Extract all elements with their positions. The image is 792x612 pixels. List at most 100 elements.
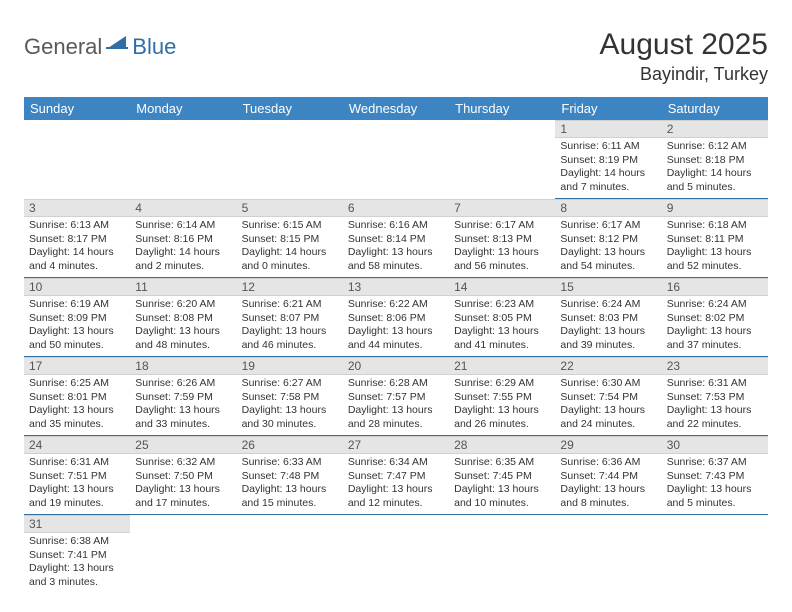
- day-number: 2: [662, 120, 768, 138]
- calendar-cell: [237, 515, 343, 594]
- logo-text-blue: Blue: [132, 34, 176, 60]
- day-number: 19: [237, 357, 343, 375]
- day-details: Sunrise: 6:30 AMSunset: 7:54 PMDaylight:…: [555, 375, 661, 432]
- day-details: Sunrise: 6:28 AMSunset: 7:57 PMDaylight:…: [343, 375, 449, 432]
- calendar-cell: [449, 515, 555, 594]
- weekday-header: Monday: [130, 97, 236, 120]
- day-details: Sunrise: 6:20 AMSunset: 8:08 PMDaylight:…: [130, 296, 236, 353]
- day-number: 15: [555, 278, 661, 296]
- weekday-header: Saturday: [662, 97, 768, 120]
- calendar-cell: 20Sunrise: 6:28 AMSunset: 7:57 PMDayligh…: [343, 357, 449, 436]
- calendar-cell: 24Sunrise: 6:31 AMSunset: 7:51 PMDayligh…: [24, 436, 130, 515]
- month-title: August 2025: [600, 28, 768, 62]
- calendar-cell: [555, 515, 661, 594]
- day-details: Sunrise: 6:17 AMSunset: 8:12 PMDaylight:…: [555, 217, 661, 274]
- calendar-week-row: 3Sunrise: 6:13 AMSunset: 8:17 PMDaylight…: [24, 199, 768, 278]
- day-details: Sunrise: 6:15 AMSunset: 8:15 PMDaylight:…: [237, 217, 343, 274]
- calendar-cell: 4Sunrise: 6:14 AMSunset: 8:16 PMDaylight…: [130, 199, 236, 278]
- calendar-cell: 29Sunrise: 6:36 AMSunset: 7:44 PMDayligh…: [555, 436, 661, 515]
- header: General Blue August 2025 Bayindir, Turke…: [24, 28, 768, 85]
- day-details: Sunrise: 6:32 AMSunset: 7:50 PMDaylight:…: [130, 454, 236, 511]
- calendar-cell: 19Sunrise: 6:27 AMSunset: 7:58 PMDayligh…: [237, 357, 343, 436]
- calendar-cell: [130, 120, 236, 199]
- calendar-cell: 10Sunrise: 6:19 AMSunset: 8:09 PMDayligh…: [24, 278, 130, 357]
- day-number: 9: [662, 199, 768, 217]
- day-number: 13: [343, 278, 449, 296]
- calendar-cell: 7Sunrise: 6:17 AMSunset: 8:13 PMDaylight…: [449, 199, 555, 278]
- day-number: 16: [662, 278, 768, 296]
- day-details: Sunrise: 6:31 AMSunset: 7:51 PMDaylight:…: [24, 454, 130, 511]
- day-details: Sunrise: 6:13 AMSunset: 8:17 PMDaylight:…: [24, 217, 130, 274]
- day-number: 23: [662, 357, 768, 375]
- day-number: 28: [449, 436, 555, 454]
- day-number: 7: [449, 199, 555, 217]
- title-block: August 2025 Bayindir, Turkey: [600, 28, 768, 85]
- weekday-header: Tuesday: [237, 97, 343, 120]
- calendar-cell: 12Sunrise: 6:21 AMSunset: 8:07 PMDayligh…: [237, 278, 343, 357]
- calendar-cell: 5Sunrise: 6:15 AMSunset: 8:15 PMDaylight…: [237, 199, 343, 278]
- calendar-cell: 22Sunrise: 6:30 AMSunset: 7:54 PMDayligh…: [555, 357, 661, 436]
- calendar-cell: 31Sunrise: 6:38 AMSunset: 7:41 PMDayligh…: [24, 515, 130, 594]
- calendar-cell: 18Sunrise: 6:26 AMSunset: 7:59 PMDayligh…: [130, 357, 236, 436]
- calendar-cell: 21Sunrise: 6:29 AMSunset: 7:55 PMDayligh…: [449, 357, 555, 436]
- calendar-week-row: 24Sunrise: 6:31 AMSunset: 7:51 PMDayligh…: [24, 436, 768, 515]
- day-number: 1: [555, 120, 661, 138]
- day-details: Sunrise: 6:18 AMSunset: 8:11 PMDaylight:…: [662, 217, 768, 274]
- calendar-cell: 26Sunrise: 6:33 AMSunset: 7:48 PMDayligh…: [237, 436, 343, 515]
- day-details: Sunrise: 6:11 AMSunset: 8:19 PMDaylight:…: [555, 138, 661, 195]
- day-number: 6: [343, 199, 449, 217]
- calendar-week-row: 31Sunrise: 6:38 AMSunset: 7:41 PMDayligh…: [24, 515, 768, 594]
- weekday-header: Wednesday: [343, 97, 449, 120]
- day-number: 27: [343, 436, 449, 454]
- calendar-cell: 28Sunrise: 6:35 AMSunset: 7:45 PMDayligh…: [449, 436, 555, 515]
- calendar-cell: 11Sunrise: 6:20 AMSunset: 8:08 PMDayligh…: [130, 278, 236, 357]
- day-number: 10: [24, 278, 130, 296]
- day-details: Sunrise: 6:36 AMSunset: 7:44 PMDaylight:…: [555, 454, 661, 511]
- calendar-cell: 6Sunrise: 6:16 AMSunset: 8:14 PMDaylight…: [343, 199, 449, 278]
- calendar-cell: 23Sunrise: 6:31 AMSunset: 7:53 PMDayligh…: [662, 357, 768, 436]
- day-number: 30: [662, 436, 768, 454]
- calendar-cell: 16Sunrise: 6:24 AMSunset: 8:02 PMDayligh…: [662, 278, 768, 357]
- day-number: 21: [449, 357, 555, 375]
- calendar-cell: 17Sunrise: 6:25 AMSunset: 8:01 PMDayligh…: [24, 357, 130, 436]
- day-number: 12: [237, 278, 343, 296]
- day-details: Sunrise: 6:12 AMSunset: 8:18 PMDaylight:…: [662, 138, 768, 195]
- day-number: 25: [130, 436, 236, 454]
- flag-icon: [106, 34, 130, 57]
- day-details: Sunrise: 6:29 AMSunset: 7:55 PMDaylight:…: [449, 375, 555, 432]
- calendar-cell: [237, 120, 343, 199]
- calendar-table: SundayMondayTuesdayWednesdayThursdayFrid…: [24, 97, 768, 594]
- calendar-cell: [343, 120, 449, 199]
- day-number: 4: [130, 199, 236, 217]
- day-number: 31: [24, 515, 130, 533]
- day-details: Sunrise: 6:26 AMSunset: 7:59 PMDaylight:…: [130, 375, 236, 432]
- location: Bayindir, Turkey: [600, 64, 768, 85]
- calendar-cell: [24, 120, 130, 199]
- day-details: Sunrise: 6:16 AMSunset: 8:14 PMDaylight:…: [343, 217, 449, 274]
- calendar-cell: 13Sunrise: 6:22 AMSunset: 8:06 PMDayligh…: [343, 278, 449, 357]
- day-details: Sunrise: 6:25 AMSunset: 8:01 PMDaylight:…: [24, 375, 130, 432]
- day-details: Sunrise: 6:22 AMSunset: 8:06 PMDaylight:…: [343, 296, 449, 353]
- day-details: Sunrise: 6:14 AMSunset: 8:16 PMDaylight:…: [130, 217, 236, 274]
- calendar-cell: [449, 120, 555, 199]
- day-number: 17: [24, 357, 130, 375]
- day-number: 11: [130, 278, 236, 296]
- day-number: 26: [237, 436, 343, 454]
- calendar-cell: 9Sunrise: 6:18 AMSunset: 8:11 PMDaylight…: [662, 199, 768, 278]
- day-number: 20: [343, 357, 449, 375]
- logo: General Blue: [24, 34, 176, 60]
- day-number: 3: [24, 199, 130, 217]
- calendar-week-row: 1Sunrise: 6:11 AMSunset: 8:19 PMDaylight…: [24, 120, 768, 199]
- calendar-week-row: 10Sunrise: 6:19 AMSunset: 8:09 PMDayligh…: [24, 278, 768, 357]
- weekday-header: Friday: [555, 97, 661, 120]
- calendar-cell: [130, 515, 236, 594]
- day-details: Sunrise: 6:17 AMSunset: 8:13 PMDaylight:…: [449, 217, 555, 274]
- day-number: 18: [130, 357, 236, 375]
- logo-text-general: General: [24, 34, 102, 60]
- day-details: Sunrise: 6:35 AMSunset: 7:45 PMDaylight:…: [449, 454, 555, 511]
- calendar-cell: 25Sunrise: 6:32 AMSunset: 7:50 PMDayligh…: [130, 436, 236, 515]
- day-number: 29: [555, 436, 661, 454]
- day-details: Sunrise: 6:23 AMSunset: 8:05 PMDaylight:…: [449, 296, 555, 353]
- calendar-week-row: 17Sunrise: 6:25 AMSunset: 8:01 PMDayligh…: [24, 357, 768, 436]
- day-details: Sunrise: 6:21 AMSunset: 8:07 PMDaylight:…: [237, 296, 343, 353]
